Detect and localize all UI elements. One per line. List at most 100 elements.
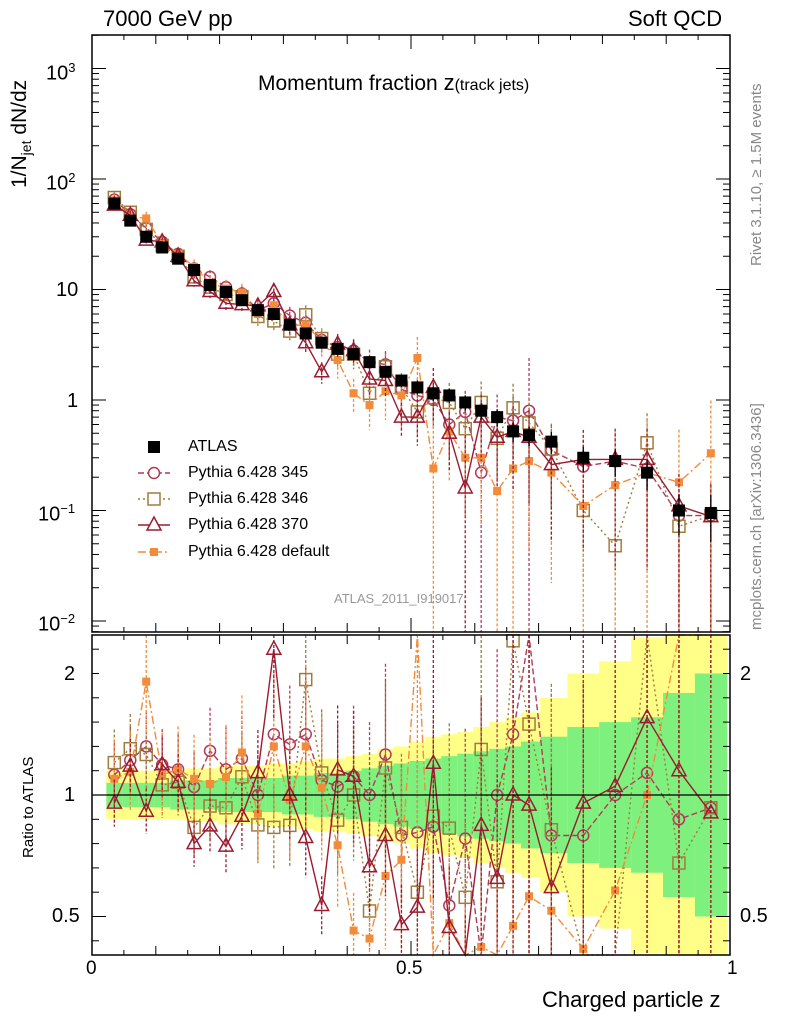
point-ratio-pdef-18 [397,855,406,864]
point-top-atlas-23 [475,404,488,417]
plot-title: Momentum fraction z(track jets) [258,70,529,96]
point-ratio-p370-14 [329,760,346,776]
point-top-p370-5 [185,271,203,287]
point-top-pdef-8 [237,288,246,297]
point-top-pdef-18 [397,391,406,400]
x-tick-label-1: 1 [727,958,738,979]
point-ratio-pdef-12 [301,742,310,751]
point-ratio-p370-6 [201,816,219,832]
point-ratio-pdef-16 [365,934,374,943]
point-ratio-p370-10 [265,639,283,655]
x-tick-label-0.5: 0.5 [396,958,423,979]
point-top-atlas-6 [204,278,217,291]
y-tick-label-1e2: 102 [46,170,76,195]
point-top-pdef-19 [413,353,422,362]
point-ratio-pdef-9 [253,809,262,818]
point-ratio-p370-1 [122,756,139,772]
point-ratio-p370-15 [345,766,362,783]
point-top-atlas-1 [124,214,137,227]
legend-marker-atlas [148,441,160,453]
point-top-atlas-21 [443,389,456,402]
point-ratio-p345-22 [458,832,472,845]
point-top-pdef-20 [429,464,438,473]
point-top-atlas-29 [609,455,622,468]
point-top-atlas-7 [219,285,232,298]
point-top-p370-21 [441,423,458,440]
legend-markers [138,441,170,556]
point-ratio-p346-21 [442,821,457,835]
point-ratio-p370-7 [217,836,235,852]
point-ratio-p370-8 [233,806,251,823]
point-top-atlas-12 [299,327,312,340]
point-ratio-p370-25 [504,785,522,801]
point-top-atlas-30 [641,466,654,479]
x-axis-label: Charged particle z [542,987,721,1012]
point-ratio-p370-11 [281,785,299,801]
point-ratio-pdef-10 [269,742,278,751]
point-top-pdef-24 [493,487,502,496]
point-top-pdef-32 [706,449,715,458]
point-top-p370-13 [313,362,330,378]
point-top-atlas-32 [704,506,717,519]
legend-label-346: Pythia 6.428 346 [188,490,309,507]
point-ratio-p370-13 [313,895,330,912]
point-ratio-pdef-14 [333,841,342,850]
point-ratio-p345-12 [299,728,312,741]
legend-label-default: Pythia 6.428 default [188,543,330,560]
point-top-pdef-31 [674,478,683,487]
point-ratio-pdef-15 [349,926,358,935]
point-ratio-pdef-0 [110,774,119,783]
legend-label-atlas: ATLAS [188,438,238,455]
legend-marker-default [150,548,158,556]
point-ratio-p370-0 [106,793,123,809]
analysis-watermark: ATLAS_2011_I919017 [334,591,464,606]
point-top-atlas-14 [331,342,344,355]
point-ratio-p370-19 [409,897,426,913]
point-ratio-p370-23 [472,815,490,832]
point-ratio-p346-22 [458,890,472,905]
point-top-pdef-2 [142,214,151,223]
point-ratio-p370-28 [575,793,592,809]
point-ratio-p370-27 [543,877,560,894]
point-top-atlas-2 [140,230,153,243]
point-ratio-p370-9 [249,762,267,779]
point-top-pdef-12 [301,320,310,329]
point-ratio-p346-10 [267,820,281,835]
point-ratio-p346-17 [378,761,393,775]
plot-title-sub: (track jets) [454,77,530,94]
point-top-p370-19 [409,407,426,423]
point-top-pdef-23 [477,453,486,462]
point-top-atlas-19 [411,381,424,394]
point-top-atlas-20 [427,387,440,400]
point-top-pdef-16 [365,401,374,410]
point-top-p370-27 [543,455,560,471]
point-ratio-pdef-5 [190,774,199,783]
header-energy: 7000 GeV pp [103,6,233,31]
point-ratio-pdef-28 [579,944,588,953]
point-top-atlas-25 [507,425,520,438]
point-ratio-p370-12 [297,827,314,844]
point-ratio-pdef-2 [142,677,151,686]
point-top-p370-7 [217,293,235,310]
line-ratio-p345 [113,634,712,956]
y-tick-label-10: 10 [56,279,79,301]
point-top-p370-22 [456,478,474,494]
point-top-pdef-17 [381,387,390,396]
point-ratio-p370-24 [488,868,506,885]
point-ratio-p370-32 [702,803,720,819]
point-top-p370-10 [265,281,283,298]
point-ratio-pdef-13 [317,783,326,792]
point-top-atlas-10 [267,308,280,321]
point-top-atlas-11 [283,318,296,331]
ratio-tick-label-0.5-left: 0.5 [52,905,80,927]
ratio-tick-label-1-left: 1 [64,784,76,806]
point-ratio-p370-18 [393,915,410,931]
point-top-p370-16 [361,369,378,385]
point-top-p370-18 [393,407,410,423]
point-ratio-pdef-8 [237,748,246,757]
point-top-pdef-14 [333,356,342,365]
legend-label-345: Pythia 6.428 345 [188,464,309,481]
point-top-p370-24 [488,427,506,444]
point-ratio-p370-31 [670,761,688,777]
